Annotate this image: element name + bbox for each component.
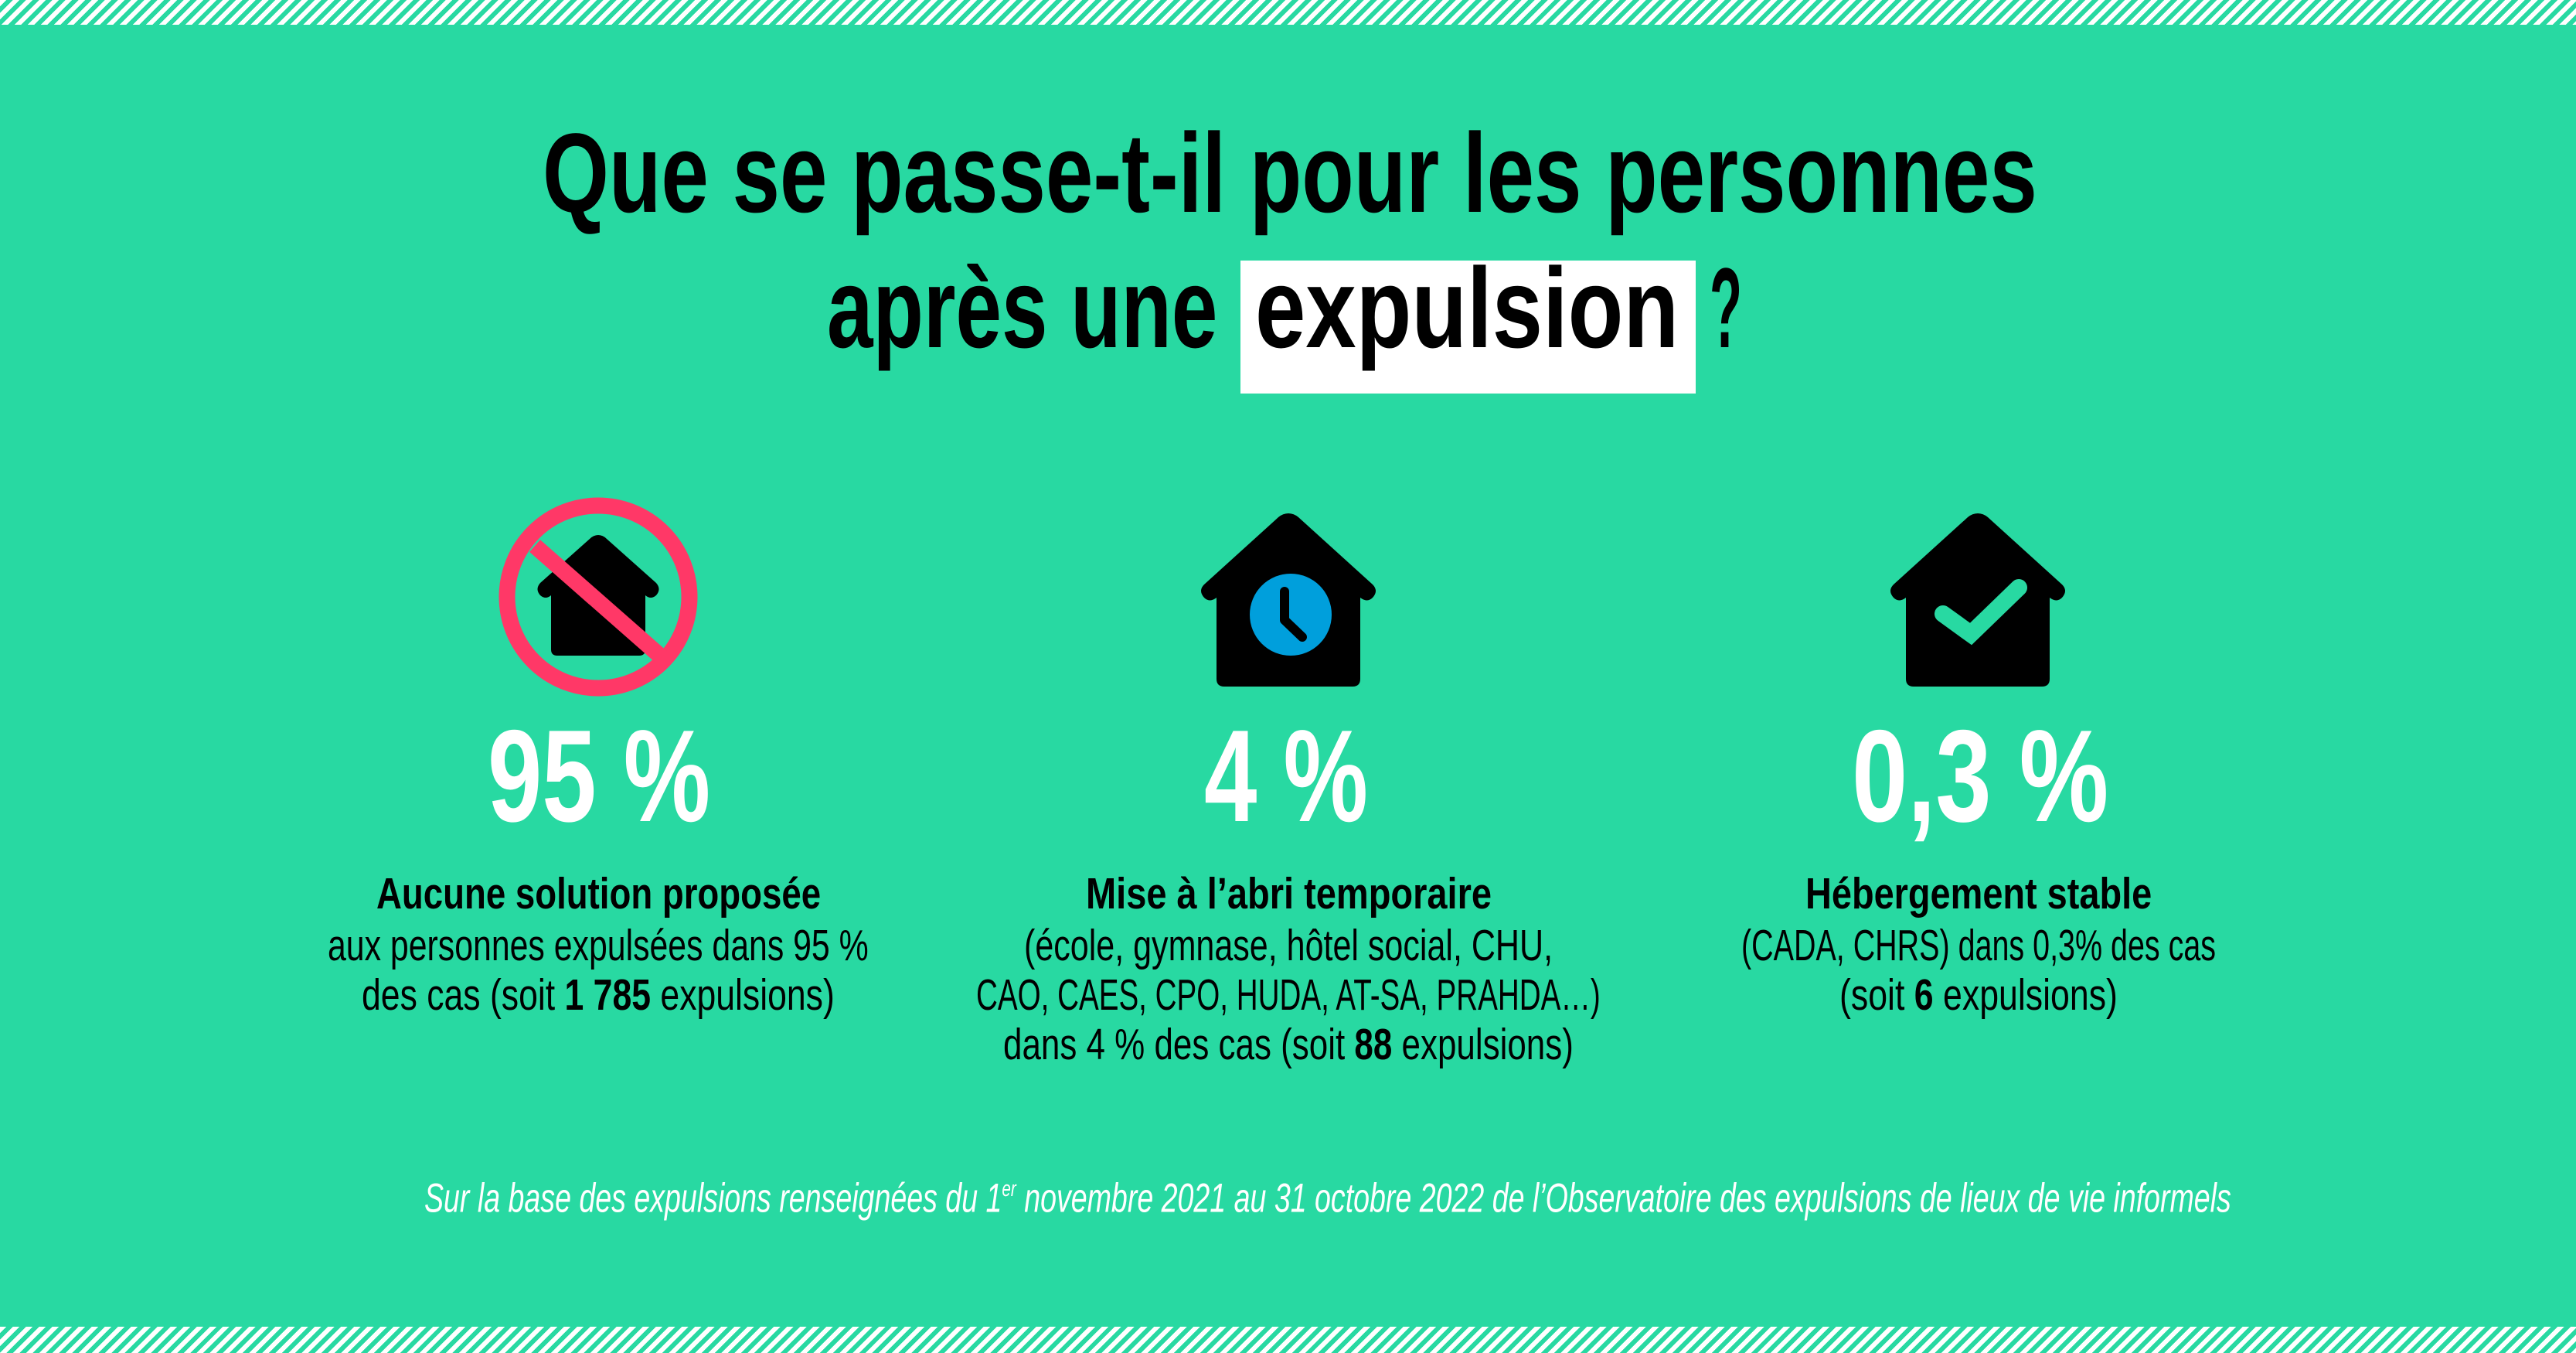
clock-hands (1280, 587, 1307, 642)
stat-line-text: expulsions) (1392, 1020, 1574, 1070)
footnote-superscript: er (1002, 1177, 1016, 1202)
stat-count: 1 785 (564, 970, 652, 1021)
stat-percentage-temporary: 4 % (1204, 702, 1368, 849)
stat-heading-none: Aucune solution proposée (376, 869, 821, 919)
top-stripe-border (0, 0, 2576, 25)
stat-line-text: (soit (1839, 970, 1914, 1021)
stat-heading-stable: Hébergement stable (1805, 869, 2152, 919)
stat-line: (école, gymnase, hôtel social, CHU, (1024, 921, 1553, 971)
stat-count: 88 (1354, 1020, 1393, 1070)
title-highlight-word: expulsion (1255, 245, 1679, 373)
stat-line: des cas (soit 1 785 expulsions) (362, 973, 835, 1017)
stat-count: 6 (1914, 970, 1934, 1021)
check-mark (1935, 579, 2027, 646)
house-shape (1890, 513, 2065, 687)
forbidden-slash (529, 540, 667, 663)
stat-percentage-stable: 0,3 % (1852, 702, 2109, 849)
house-check-icon (1890, 513, 2065, 687)
footnote: Sur la base des expulsions renseignées d… (424, 1178, 2231, 1219)
title-line-2-prefix: après une (827, 245, 1218, 373)
footnote-text: Sur la base des expulsions renseignées d… (424, 1175, 1002, 1222)
bottom-stripe-border (0, 1327, 2576, 1353)
stat-line: CAO, CAES, CPO, HUDA, AT-SA, PRAHDA…) (976, 970, 1601, 1021)
stat-line-text: des cas (soit (362, 970, 565, 1021)
stat-line: dans 4 % des cas (soit 88 expulsions) (1003, 1023, 1574, 1067)
clock-face (1250, 574, 1332, 656)
title-line-1: Que se passe-t-il pour les personnes (543, 110, 2037, 237)
title-question-mark: ? (1710, 245, 1742, 373)
house-clock-icon (1201, 513, 1376, 687)
stat-heading-temporary: Mise à l’abri temporaire (1085, 869, 1492, 919)
highlight-box (1240, 261, 1696, 394)
stat-line: aux personnes expulsées dans 95 % (328, 921, 869, 971)
house-forbidden-icon (499, 497, 698, 697)
stat-line: (soit 6 expulsions) (1839, 973, 2118, 1017)
stat-percentage-none: 95 % (488, 702, 711, 849)
stat-line-text: expulsions) (1933, 970, 2118, 1021)
footnote-text: novembre 2021 au 31 octobre 2022 de l’Ob… (1016, 1175, 2231, 1222)
stat-line: (CADA, CHRS) dans 0,3% des cas (1741, 921, 2217, 971)
stat-line-text: dans 4 % des cas (soit (1003, 1020, 1355, 1070)
stat-line-text: expulsions) (651, 970, 835, 1021)
forbidden-ring (499, 497, 698, 697)
